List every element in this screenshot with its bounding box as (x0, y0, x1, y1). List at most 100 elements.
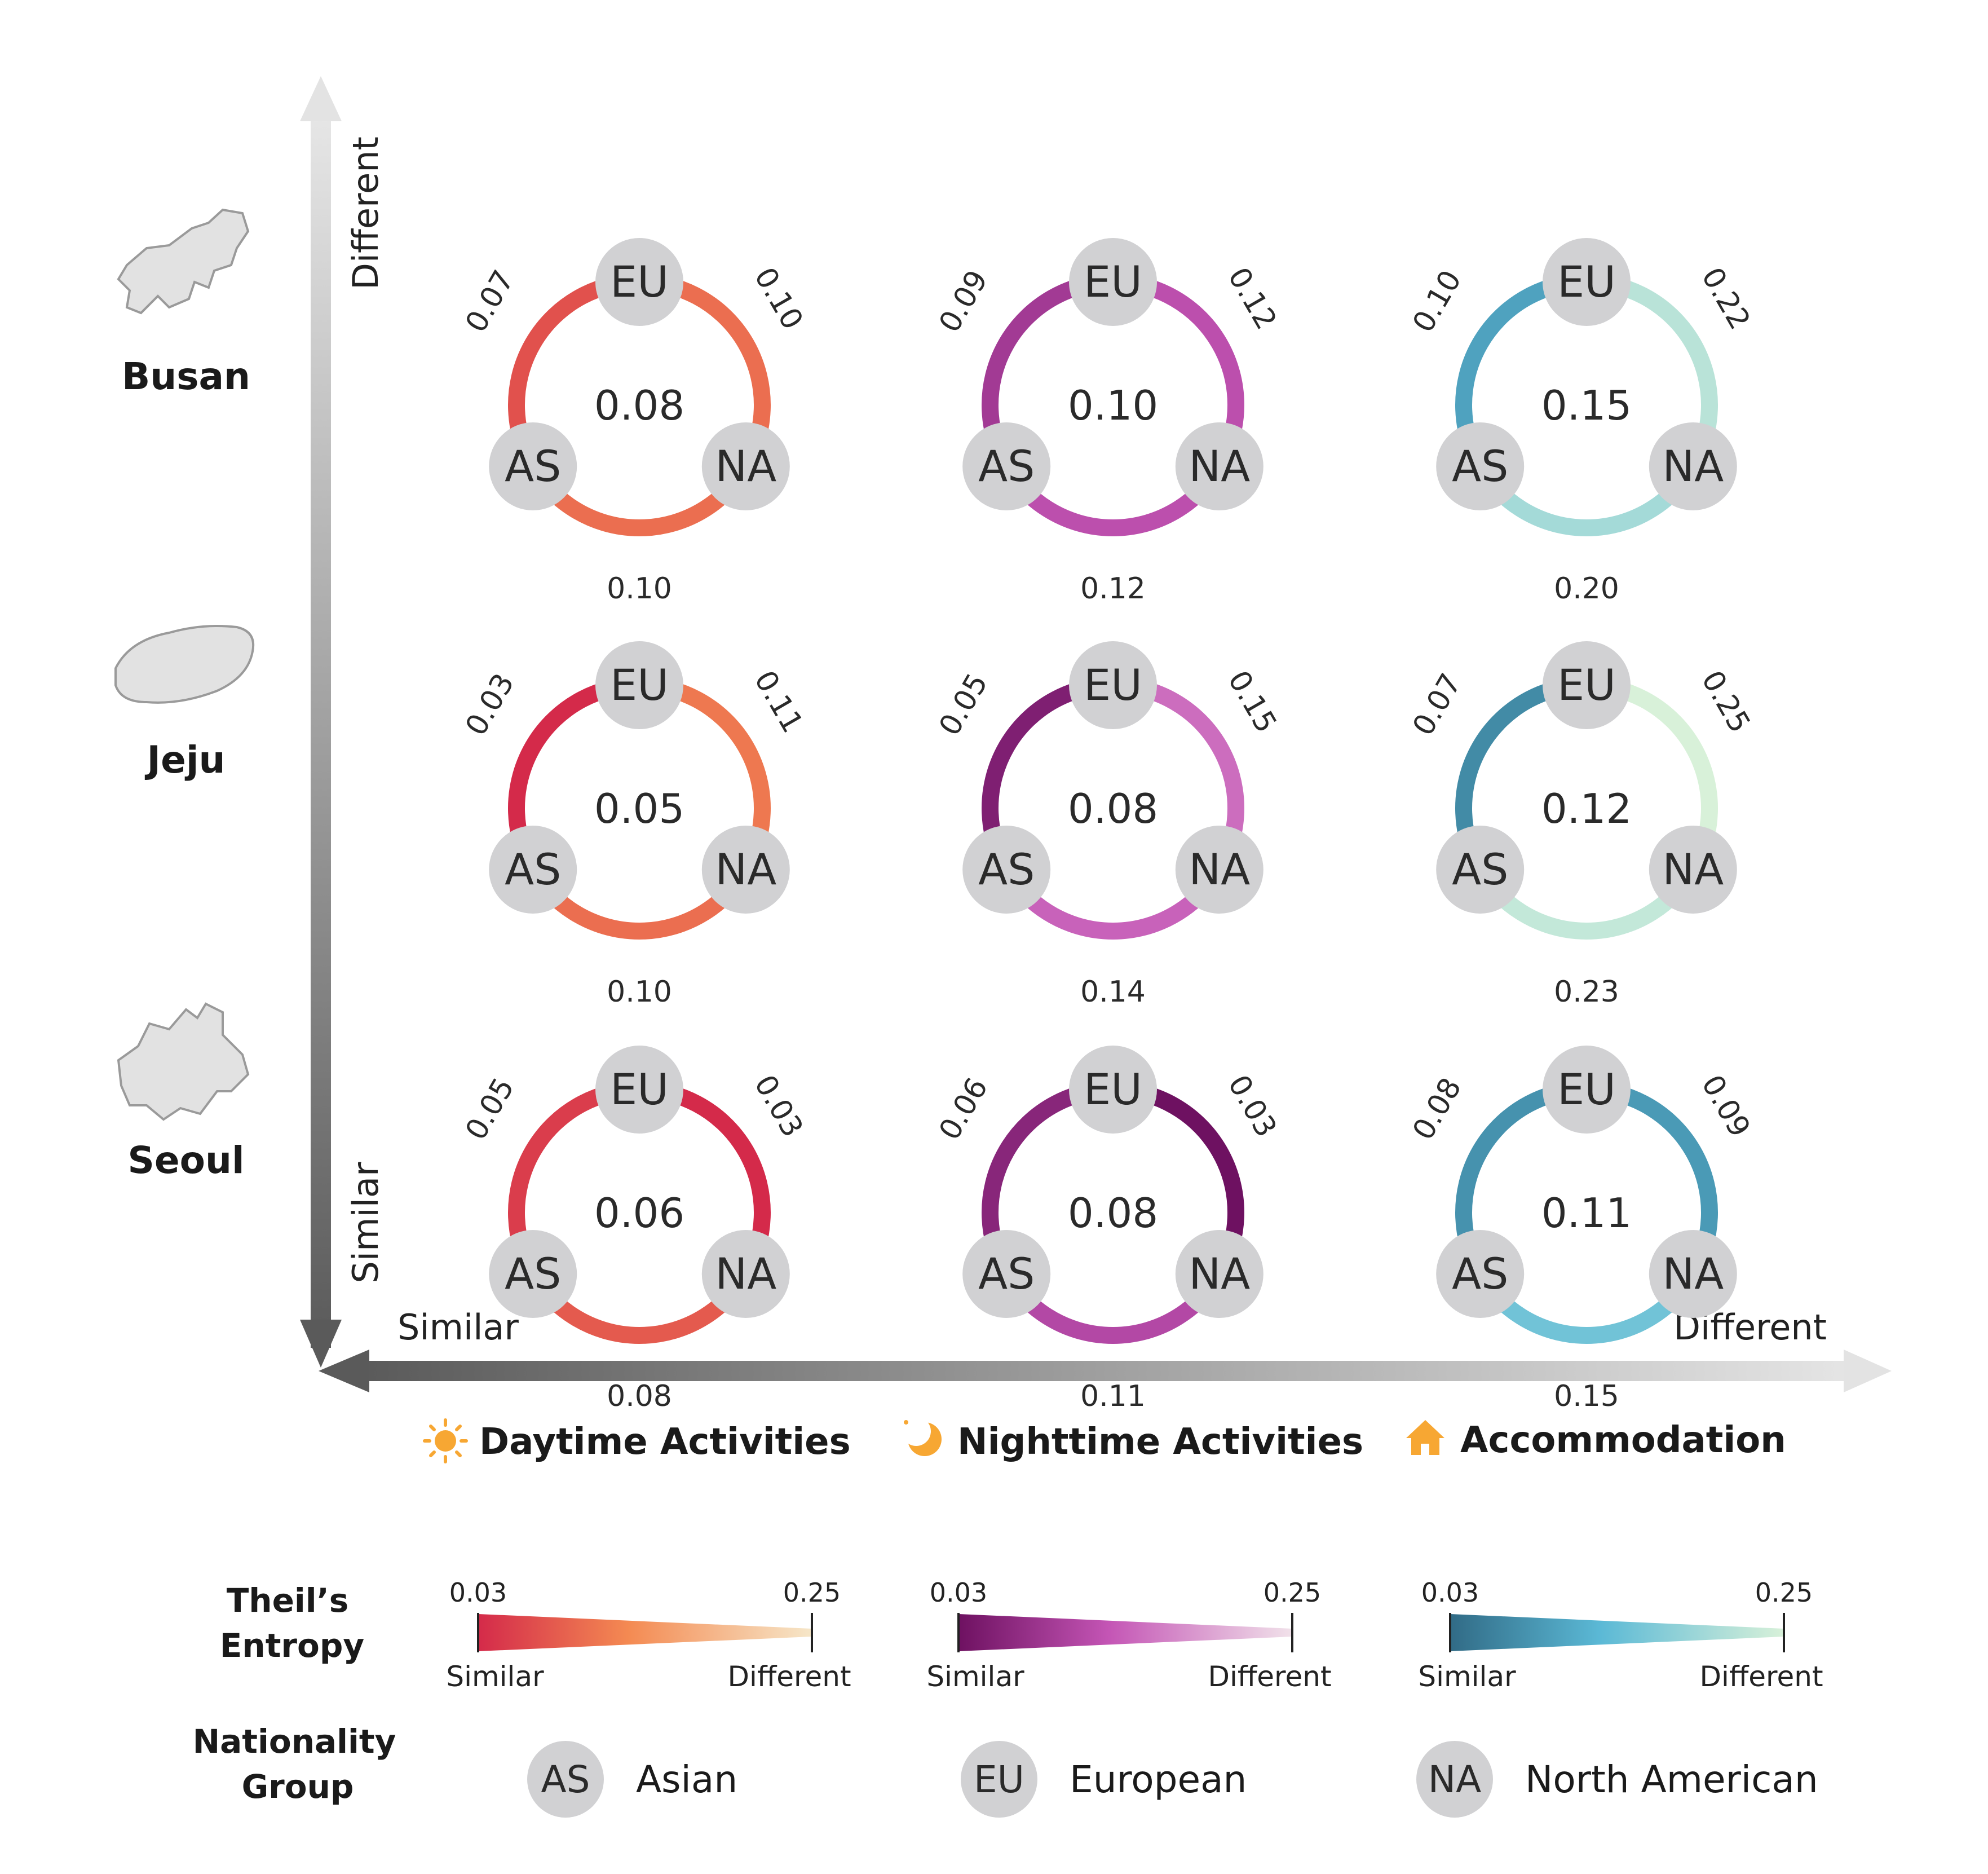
node-label-as: AS (978, 1249, 1035, 1299)
node-label-na: NA (1662, 1249, 1724, 1299)
ring-busan-0: EU AS NA 0.08 0.10 0.07 0.10 (459, 238, 810, 606)
color-scale-1: 0.03 0.25 Similar Different (926, 1577, 1331, 1693)
nationality-item-eu: EU European (961, 1741, 1247, 1818)
edge-label-as-na: 0.14 (1080, 975, 1146, 1009)
nationality-code: NA (1428, 1758, 1482, 1801)
edge-label-as-na: 0.11 (1080, 1379, 1146, 1413)
color-scale-different-label: Different (1208, 1660, 1331, 1693)
edge-label-as-na: 0.08 (607, 1379, 672, 1413)
entropy-legend: Theil’s Entropy 0.03 0.25 Similar Different… (220, 1577, 1823, 1693)
nationality-code: EU (974, 1758, 1024, 1801)
node-as (489, 826, 577, 914)
nationality-legend: Nationality Group AS Asian EU European NA Nor… (193, 1722, 1818, 1818)
edge-label-as-eu: 0.05 (933, 668, 995, 741)
ring-seoul-1: EU AS NA 0.08 0.11 0.06 0.03 (933, 1046, 1283, 1413)
x-axis: Similar Different (319, 1307, 1892, 1392)
jeju-map-icon (114, 625, 255, 704)
color-scale-0: 0.03 0.25 Similar Different (446, 1577, 851, 1693)
x-axis-arrow-right (1844, 1350, 1892, 1392)
color-scale-2: 0.03 0.25 Similar Different (1418, 1577, 1823, 1693)
y-axis-arrow-bottom (300, 1320, 342, 1368)
node-as (962, 422, 1051, 510)
edge-label-eu-na: 0.03 (1221, 1069, 1283, 1143)
node-as (489, 1230, 577, 1318)
ring-grid: EU AS NA 0.08 0.10 0.07 0.10 EU AS NA 0.10 0.12 0.09… (459, 238, 1757, 1413)
sun-icon (423, 1418, 468, 1463)
nationality-node (961, 1741, 1037, 1818)
edge-label-eu-na: 0.22 (1695, 262, 1757, 335)
nationality-item-na: NA North American (1416, 1741, 1818, 1818)
center-value: 0.06 (594, 1189, 684, 1237)
node-label-as: AS (505, 1249, 561, 1299)
edge-label-eu-na: 0.25 (1695, 665, 1757, 738)
edge-label-as-eu: 0.08 (1406, 1072, 1468, 1145)
y-axis-arrow-top (300, 76, 342, 121)
color-scale-bar (1450, 1614, 1784, 1651)
nationality-node (527, 1741, 604, 1818)
node-as (1436, 826, 1525, 914)
edge-label-as-eu: 0.03 (459, 668, 521, 741)
busan-map-icon (117, 208, 250, 315)
edge-label-as-na: 0.10 (607, 975, 672, 1009)
edge-label-as-eu: 0.09 (933, 264, 995, 338)
node-label-na: NA (715, 441, 776, 491)
center-value: 0.10 (1068, 382, 1158, 429)
node-label-na: NA (715, 1249, 776, 1299)
nationality-name: European (1070, 1758, 1247, 1801)
edge-label-as-eu: 0.05 (459, 1072, 521, 1145)
house-icon (1406, 1420, 1444, 1455)
ring-jeju-0: EU AS NA 0.05 0.10 0.03 0.11 (459, 641, 810, 1009)
category-label-accommodation: Accommodation (1460, 1419, 1786, 1461)
category-daytime: Daytime Activities (423, 1418, 851, 1463)
color-scale-max-label: 0.25 (1264, 1577, 1321, 1608)
node-label-eu: EU (1557, 1064, 1616, 1114)
node-label-eu: EU (1557, 660, 1616, 710)
region-label-jeju: Jeju (145, 738, 226, 782)
y-axis-shaft (311, 116, 331, 1348)
node-label-na: NA (1189, 844, 1250, 894)
node-na (1175, 826, 1264, 914)
edge-label-as-na: 0.20 (1554, 572, 1619, 606)
node-label-as: AS (505, 441, 561, 491)
region-busan: Busan (117, 208, 250, 398)
node-eu (1069, 641, 1157, 729)
color-scale-min-label: 0.03 (930, 1577, 987, 1608)
node-as (962, 1230, 1051, 1318)
node-na (1175, 1230, 1264, 1318)
region-label-seoul: Seoul (127, 1139, 244, 1182)
node-na (1649, 1230, 1737, 1318)
node-label-as: AS (978, 441, 1035, 491)
node-eu (595, 238, 683, 326)
nationality-legend-title-line1: Nationality (193, 1722, 396, 1761)
node-label-as: AS (1452, 844, 1508, 894)
region-label-busan: Busan (122, 355, 250, 398)
category-accommodation: Accommodation (1406, 1419, 1786, 1461)
y-axis-top-label: Different (345, 136, 386, 290)
center-value: 0.11 (1541, 1189, 1632, 1237)
node-label-na: NA (1662, 441, 1724, 491)
edge-label-eu-na: 0.09 (1695, 1069, 1757, 1143)
node-na (701, 422, 790, 510)
center-value: 0.12 (1541, 785, 1632, 832)
color-scales: 0.03 0.25 Similar Different 0.03 0.25 Similar D… (446, 1577, 1823, 1693)
nationality-node (1416, 1741, 1493, 1818)
node-eu (1069, 1046, 1157, 1134)
node-label-eu: EU (610, 257, 669, 307)
edge-label-as-na: 0.15 (1554, 1379, 1619, 1413)
edge-label-as-na: 0.23 (1554, 975, 1619, 1009)
color-scale-min-label: 0.03 (1421, 1577, 1479, 1608)
center-value: 0.08 (1068, 1189, 1158, 1237)
center-value: 0.08 (594, 382, 684, 429)
node-label-na: NA (1189, 441, 1250, 491)
node-label-eu: EU (1084, 660, 1142, 710)
nationality-code: AS (541, 1758, 590, 1801)
color-scale-min-label: 0.03 (449, 1577, 507, 1608)
y-axis: Different Similar (300, 76, 386, 1368)
edge-label-eu-na: 0.10 (748, 262, 810, 335)
node-eu (1543, 1046, 1631, 1134)
node-label-eu: EU (1557, 257, 1616, 307)
nationality-name: North American (1525, 1758, 1818, 1801)
node-eu (1543, 238, 1631, 326)
color-scale-max-label: 0.25 (783, 1577, 841, 1608)
